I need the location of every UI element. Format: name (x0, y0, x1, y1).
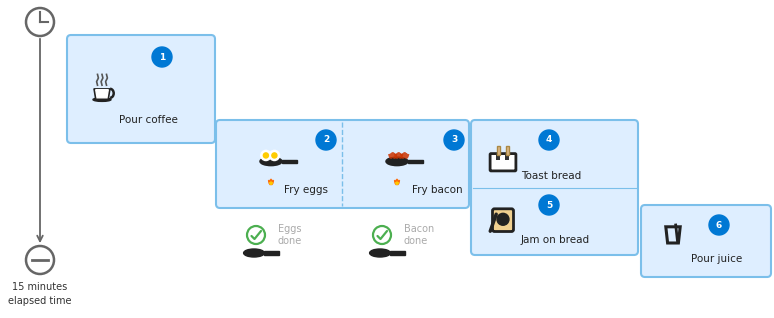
Circle shape (539, 195, 559, 215)
Text: 1: 1 (159, 52, 165, 61)
Ellipse shape (260, 157, 282, 166)
Circle shape (269, 150, 279, 161)
Text: 6: 6 (716, 220, 722, 230)
Text: Pour coffee: Pour coffee (119, 115, 178, 125)
Text: Eggs
done: Eggs done (278, 224, 303, 246)
Text: Jam on bread: Jam on bread (521, 235, 590, 245)
Ellipse shape (93, 98, 111, 101)
Polygon shape (270, 182, 272, 184)
Circle shape (272, 153, 277, 158)
Text: Toast bread: Toast bread (521, 171, 581, 181)
Bar (265, 252, 279, 255)
Bar (390, 252, 405, 255)
Text: Pour juice: Pour juice (691, 254, 742, 264)
Bar (282, 160, 297, 163)
Text: 4: 4 (546, 135, 552, 144)
Text: 2: 2 (323, 135, 329, 144)
Circle shape (26, 246, 54, 274)
Circle shape (263, 153, 269, 158)
Polygon shape (269, 179, 273, 184)
Text: 5: 5 (546, 201, 552, 210)
FancyBboxPatch shape (492, 209, 513, 232)
Circle shape (26, 8, 54, 36)
Polygon shape (395, 179, 399, 184)
Bar (505, 153, 509, 160)
Text: 15 minutes
elapsed time: 15 minutes elapsed time (9, 282, 72, 306)
Text: Bacon
done: Bacon done (404, 224, 434, 246)
Circle shape (261, 150, 271, 161)
Bar (496, 153, 501, 160)
Circle shape (709, 215, 729, 235)
Polygon shape (396, 182, 399, 184)
FancyBboxPatch shape (471, 120, 638, 255)
Ellipse shape (244, 249, 265, 257)
FancyBboxPatch shape (490, 154, 516, 171)
Circle shape (152, 47, 172, 67)
FancyBboxPatch shape (67, 35, 215, 143)
Circle shape (444, 130, 464, 150)
Circle shape (497, 213, 509, 225)
Polygon shape (96, 90, 108, 98)
FancyBboxPatch shape (216, 120, 469, 208)
Text: Fry eggs: Fry eggs (284, 185, 328, 195)
Bar (408, 160, 423, 163)
Ellipse shape (370, 249, 390, 257)
FancyBboxPatch shape (641, 205, 771, 277)
Circle shape (316, 130, 336, 150)
Bar (497, 146, 501, 155)
Circle shape (539, 130, 559, 150)
Text: Fry bacon: Fry bacon (412, 185, 463, 195)
Polygon shape (94, 89, 110, 100)
Text: 3: 3 (451, 135, 457, 144)
Bar (505, 146, 509, 155)
Ellipse shape (386, 157, 408, 166)
